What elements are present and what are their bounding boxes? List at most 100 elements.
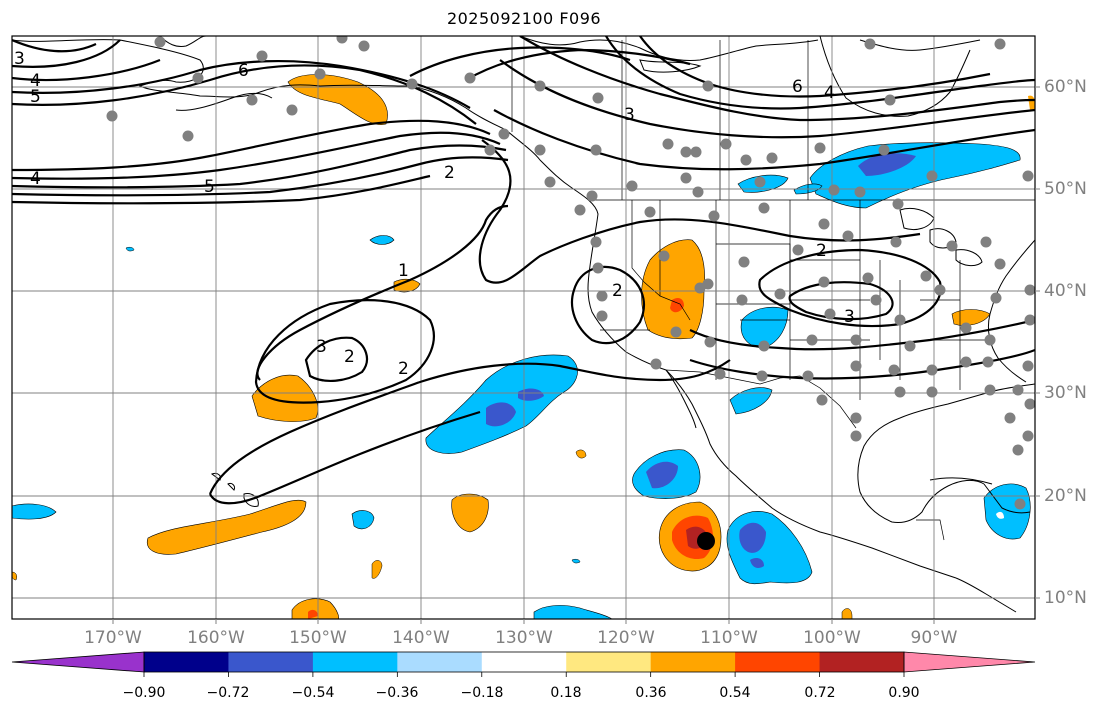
political-borders: [511, 36, 1035, 541]
station-dot: [738, 256, 750, 268]
contour-labels: 3 4 5 6 6 4 3 2 5 4 1 2 2 3 2 3 2: [14, 49, 855, 379]
station-dot: [534, 144, 546, 156]
station-dot: [544, 176, 556, 188]
station-dot: [960, 356, 972, 368]
lat-label: 20°N: [1044, 486, 1087, 506]
station-dot: [740, 154, 752, 166]
colorbar-outline: [143, 651, 905, 673]
station-dot: [850, 430, 862, 442]
station-dot: [850, 412, 862, 424]
lon-label: 120°W: [597, 628, 655, 648]
station-dot: [904, 340, 916, 352]
station-dot: [720, 138, 732, 150]
map-background: [12, 36, 1035, 619]
station-dot: [736, 294, 748, 306]
station-dot: [644, 206, 656, 218]
station-dot: [862, 272, 874, 284]
station-dot: [702, 80, 714, 92]
storm-center-marker: [697, 532, 715, 550]
station-dot: [484, 144, 496, 156]
station-dot: [960, 322, 972, 334]
lat-label: 50°N: [1044, 179, 1087, 199]
station-dot: [814, 142, 826, 154]
station-dot: [894, 314, 906, 326]
station-dot: [926, 170, 938, 182]
station-dot: [946, 240, 958, 252]
colorbar-segment: [397, 652, 483, 672]
station-dot: [590, 236, 602, 248]
colorbar-segment: [144, 652, 229, 672]
contour-label: 6: [238, 61, 249, 81]
station-dot: [192, 72, 204, 84]
station-dot: [1004, 412, 1016, 424]
station-dot: [842, 230, 854, 242]
station-dot: [586, 190, 598, 202]
lon-label: 150°W: [289, 628, 347, 648]
station-dot: [792, 244, 804, 256]
contour-label: 4: [30, 169, 41, 189]
contour-label: 5: [30, 87, 41, 107]
station-dot: [920, 270, 932, 282]
contour-label: 1: [398, 261, 409, 281]
station-dot: [1012, 444, 1024, 456]
map-title: 2025092100 F096: [446, 9, 602, 28]
station-dot: [1014, 498, 1026, 510]
station-dot: [766, 152, 778, 164]
contour-label: 5: [204, 177, 215, 197]
station-dot: [596, 290, 608, 302]
station-dot: [358, 40, 370, 52]
station-dot: [596, 310, 608, 322]
station-dot: [990, 292, 1002, 304]
station-dot: [714, 368, 726, 380]
station-dot: [994, 258, 1006, 270]
contour-label: 3: [844, 307, 855, 327]
colorbar-segment: [228, 652, 314, 672]
station-dot: [870, 294, 882, 306]
contour-label: 4: [30, 71, 41, 91]
station-dot: [864, 38, 876, 50]
station-markers: [106, 36, 1035, 510]
colorbar-segment: [819, 652, 905, 672]
station-dot: [662, 138, 674, 150]
lat-label: 30°N: [1044, 383, 1087, 403]
lat-label: 60°N: [1044, 77, 1087, 97]
colorbar-segment: [481, 652, 567, 672]
station-dot: [590, 144, 602, 156]
colorbar-tick-labels: −0.90 −0.72 −0.54 −0.36 −0.18 0.18 0.36 …: [123, 685, 920, 701]
station-dot: [1024, 398, 1035, 410]
station-dot: [314, 68, 326, 80]
station-dot: [884, 94, 896, 106]
station-dot: [592, 92, 604, 104]
station-dot: [574, 204, 586, 216]
station-dot: [256, 50, 268, 62]
station-dot: [994, 38, 1006, 50]
axis-ticks: [112, 86, 1040, 624]
colorbar-extend-low: [11, 651, 145, 673]
station-dot: [1012, 384, 1024, 396]
lat-label: 10°N: [1044, 588, 1087, 608]
colorbar-tick-label: −0.18: [461, 685, 504, 701]
station-dot: [704, 336, 716, 348]
station-dot: [828, 184, 840, 196]
colorbar-tick-label: 0.90: [888, 685, 919, 701]
station-dot: [892, 198, 904, 210]
lat-label: 40°N: [1044, 281, 1087, 301]
station-dot: [824, 308, 836, 320]
contour-label: 6: [792, 77, 803, 97]
station-dot: [774, 288, 786, 300]
station-dot: [592, 262, 604, 274]
colorbar-extend-high: [903, 651, 1036, 673]
station-dot: [984, 334, 996, 346]
station-dot: [680, 146, 692, 158]
colorbar-tick-label: 0.72: [804, 685, 835, 701]
contour-label: 2: [816, 241, 827, 261]
latitude-labels: 10°N 20°N 30°N 40°N 50°N 60°N: [1044, 77, 1087, 608]
station-dot: [934, 284, 946, 296]
station-dot: [1022, 430, 1034, 442]
station-dot: [692, 186, 704, 198]
station-dot: [802, 370, 814, 382]
station-dot: [336, 36, 348, 44]
lon-label: 110°W: [700, 628, 758, 648]
station-dot: [888, 364, 900, 376]
